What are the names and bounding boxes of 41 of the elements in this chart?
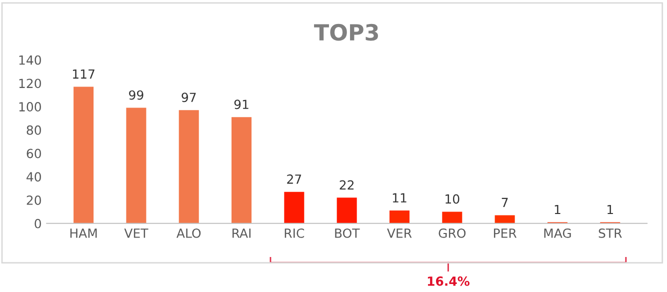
y-tick-label: 80 [26,125,41,135]
y-tick-label: 40 [26,172,41,182]
text: 16.4% [428,276,470,286]
x-tick-label: RIC [284,228,304,238]
bar [178,110,199,224]
bar [232,117,252,224]
data-label: 99 [129,90,144,100]
x-tick-label: RAI [232,228,251,238]
x-tick-label: HAM [70,228,97,238]
bar [494,215,515,224]
y-tick-label: 0 [34,218,41,228]
y-tick-label: 20 [26,195,41,205]
bar [336,198,357,224]
bar [74,86,94,224]
x-tick-label: VER [387,228,412,238]
x-tick-label: PER [494,228,517,238]
data-label: 22 [340,180,354,190]
bar [126,108,146,224]
y-tick-label: 100 [19,102,41,112]
data-label: 97 [182,92,196,102]
x-tick-label: MAG [544,228,571,238]
data-label: 11 [392,193,406,202]
y-tick-label: 120 [19,78,41,88]
y-tick-label: 140 [19,55,41,65]
data-label: 91 [234,100,248,110]
chart-title: TOP3 [314,24,378,41]
x-tick-label: GRO [438,228,466,238]
data-label: 1 [554,204,560,214]
bar [442,212,462,224]
x-tick-label: VET [124,228,148,238]
x-tick-label: STR [598,228,622,238]
x-tick-label: ALO [176,228,201,238]
x-tick-label: BOT [335,228,360,238]
data-label: 27 [287,174,302,184]
y-tick-label: 60 [26,148,41,158]
bar [284,192,304,224]
data-label: 10 [446,194,460,204]
data-label: 117 [72,69,94,79]
data-label: 7 [502,198,508,208]
bar [389,210,410,224]
data-label: 1 [608,204,613,214]
